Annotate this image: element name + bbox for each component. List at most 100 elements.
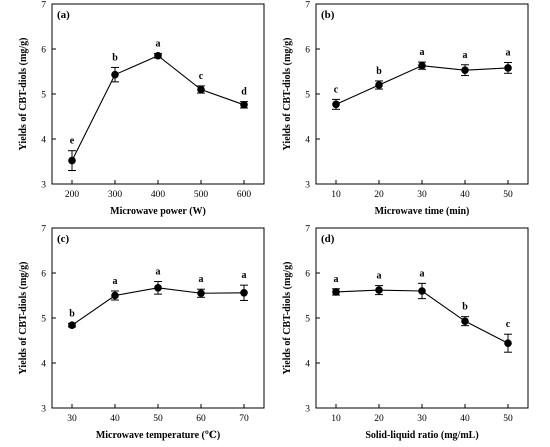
x-axis-title: Microwave temperature (℃) [96,430,220,441]
significance-letter: b [462,302,468,313]
plot-frame [51,227,265,409]
data-point [240,289,248,297]
y-axis-title: Yields of CBT-diols (mg/g) [18,38,29,151]
data-point [197,85,205,94]
panel-label: (a) [57,9,70,21]
data-point [504,64,512,72]
y-tick-label: 6 [305,46,310,56]
data-point [461,66,469,74]
significance-letter: a [463,50,468,61]
data-point [240,101,248,109]
series-line [71,55,245,161]
significance-letter: b [112,52,118,63]
y-axis-title: Yields of CBT-diols (mg/g) [18,262,29,375]
data-point [332,100,340,109]
x-tick-label: 10 [331,414,341,424]
chart-panel: (b) 3 4 5 6 7 10 20 30 40 50 Microwave time (min) Yi… [282,1,529,217]
x-tick-label: 40 [460,190,470,200]
data-point [68,156,76,165]
significance-letter: a [420,47,425,58]
data-point [504,339,512,348]
data-point [154,284,162,292]
y-tick-label: 6 [41,270,46,280]
y-tick-label: 5 [305,91,310,101]
data-point [111,70,119,79]
x-tick-label: 50 [153,414,163,424]
x-tick-label: 30 [417,190,427,200]
y-tick-label: 4 [41,360,46,370]
series-line [335,65,509,105]
y-tick-label: 6 [305,270,310,280]
data-point [68,321,76,330]
data-point [418,287,426,295]
plot-frame [51,3,265,185]
significance-letter: a [506,48,511,59]
x-tick-label: 40 [110,414,120,424]
significance-letter: a [420,268,425,279]
x-tick-label: 400 [151,190,166,200]
y-tick-label: 7 [305,1,310,11]
y-tick-label: 4 [305,360,310,370]
significance-letter: a [113,276,118,287]
panel-label: (b) [321,9,335,21]
significance-letter: d [241,87,247,98]
y-tick-label: 5 [41,91,46,101]
y-tick-label: 3 [41,181,46,191]
data-point [197,289,205,298]
y-tick-label: 6 [41,46,46,56]
x-tick-label: 70 [239,414,249,424]
significance-letter: a [199,274,204,285]
x-axis-title: Microwave power (W) [110,206,206,217]
x-tick-label: 500 [194,190,209,200]
y-tick-label: 5 [41,315,46,325]
data-point [111,291,119,300]
x-axis-title: Solid-liquid ratio (mg/mL) [365,430,478,441]
x-tick-label: 300 [108,190,123,200]
x-tick-label: 600 [237,190,252,200]
plot-frame [315,3,529,185]
x-tick-label: 40 [460,414,470,424]
significance-letter: a [156,267,161,278]
y-tick-label: 7 [305,225,310,235]
data-point [332,288,340,296]
y-tick-label: 3 [41,405,46,415]
data-point [461,317,469,325]
y-tick-label: 3 [305,405,310,415]
x-tick-label: 50 [503,414,513,424]
significance-letter: b [69,308,75,319]
significance-letter: e [70,136,75,147]
data-point [418,61,426,70]
significance-letter: b [376,66,382,77]
data-point [375,81,383,89]
x-tick-label: 200 [65,190,80,200]
plot-frame [315,227,529,409]
panel-label: (c) [57,233,70,245]
x-tick-label: 50 [503,190,513,200]
x-tick-label: 30 [417,414,427,424]
chart-panel: (d) 3 4 5 6 7 10 20 30 40 50 Solid-liquid ratio (mg… [282,225,529,441]
y-tick-label: 3 [305,181,310,191]
significance-letter: a [242,270,247,281]
significance-letter: a [377,271,382,282]
y-tick-label: 7 [41,225,46,235]
chart-panel: (c) 3 4 5 6 7 30 40 50 60 70 Microwave temperature … [18,225,265,441]
y-tick-label: 5 [305,315,310,325]
x-tick-label: 10 [331,190,341,200]
x-tick-label: 30 [67,414,77,424]
panel-label: (d) [321,233,335,245]
y-axis-title: Yields of CBT-diols (mg/g) [282,38,293,151]
significance-letter: c [506,319,511,330]
y-tick-label: 4 [41,136,46,146]
y-tick-label: 4 [305,136,310,146]
x-tick-label: 20 [374,414,384,424]
data-point [375,286,383,294]
data-point [154,51,162,60]
x-axis-title: Microwave time (min) [375,206,470,217]
significance-letter: a [334,274,339,285]
significance-letter: c [199,71,204,82]
chart-panel: (a) 3 4 5 6 7 200 300 400 500 600 Microwave power (… [18,1,265,217]
y-axis-title: Yields of CBT-diols (mg/g) [282,262,293,375]
y-tick-label: 7 [41,1,46,11]
